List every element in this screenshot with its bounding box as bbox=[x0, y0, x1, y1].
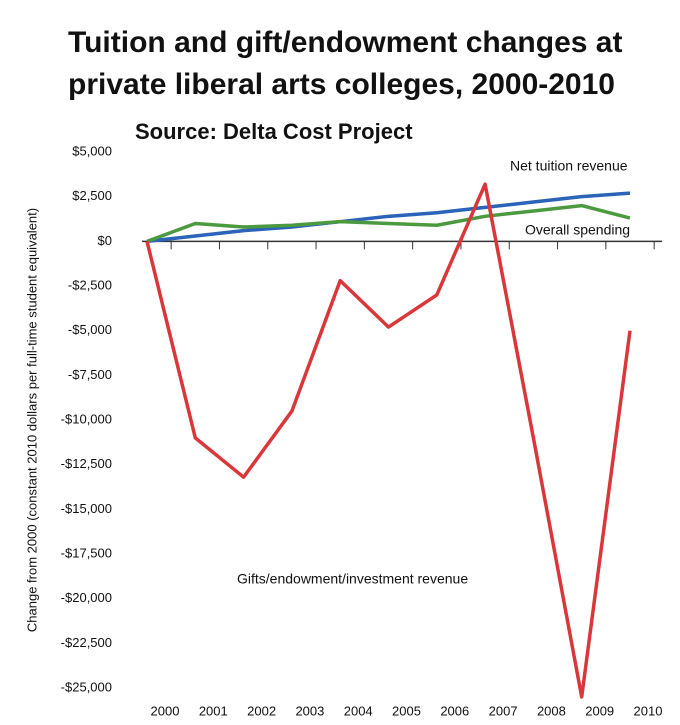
x-tick-label: 2004 bbox=[344, 703, 373, 718]
y-tick-label: -$15,000 bbox=[61, 501, 112, 516]
series-label: Net tuition revenue bbox=[510, 158, 628, 174]
chart-subtitle: Source: Delta Cost Project bbox=[135, 119, 413, 144]
y-tick-label: -$7,500 bbox=[68, 367, 112, 382]
x-tick-label: 2006 bbox=[440, 703, 469, 718]
x-tick-label: 2003 bbox=[295, 703, 324, 718]
y-tick-label: $2,500 bbox=[72, 188, 112, 203]
y-tick-label: -$17,500 bbox=[61, 545, 112, 560]
y-tick-label: -$25,000 bbox=[61, 679, 112, 694]
y-tick-label: -$2,500 bbox=[68, 277, 112, 292]
series-label: Gifts/endowment/investment revenue bbox=[237, 571, 468, 587]
y-tick-label: -$12,500 bbox=[61, 456, 112, 471]
y-axis-label: Change from 2000 (constant 2010 dollars … bbox=[24, 208, 39, 632]
x-tick-label: 2005 bbox=[392, 703, 421, 718]
x-tick-label: 2000 bbox=[151, 703, 180, 718]
x-tick-label: 2001 bbox=[199, 703, 228, 718]
y-tick-label: $5,000 bbox=[72, 143, 112, 158]
series-label: Overall spending bbox=[525, 222, 630, 238]
x-tick-label: 2007 bbox=[489, 703, 518, 718]
y-tick-label: -$5,000 bbox=[68, 322, 112, 337]
series-line bbox=[146, 191, 631, 244]
y-tick-label: -$22,500 bbox=[61, 635, 112, 650]
x-tick-label: 2008 bbox=[537, 703, 566, 718]
y-tick-label: -$20,000 bbox=[61, 590, 112, 605]
series-line bbox=[145, 182, 632, 699]
y-tick-label: $0 bbox=[98, 233, 112, 248]
x-tick-label: 2002 bbox=[247, 703, 276, 718]
chart-title: Tuition and gift/endowment changes at bbox=[68, 26, 622, 59]
x-tick-label: 2009 bbox=[585, 703, 614, 718]
series-line bbox=[146, 203, 631, 243]
chart-title: private liberal arts colleges, 2000-2010 bbox=[68, 68, 615, 101]
x-tick-label: 2010 bbox=[634, 703, 663, 718]
y-tick-label: -$10,000 bbox=[61, 411, 112, 426]
